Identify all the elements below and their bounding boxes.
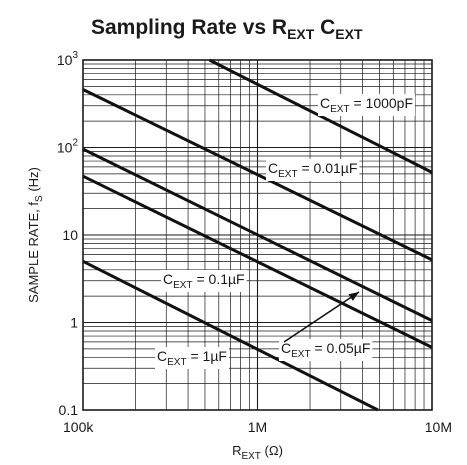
y-axis-label: SAMPLE RATE, fS (Hz) [26,167,45,303]
x-tick-label: 10M [425,419,452,435]
annotation-background [279,339,373,361]
series-annotations: CEXT = 1000pF CEXT = 0.01µF CEXT = 0.1µF CE… [155,94,416,369]
annotation-5: CEXT = 1µF [155,347,229,369]
y-tick-label: 103 [57,50,79,68]
annotation-background [318,94,416,116]
series-lines [82,58,433,412]
series-line-1 [208,58,433,174]
plot-frame [82,59,433,411]
annotation-arrow-line [283,291,360,343]
annotation-arrowhead [348,292,359,301]
annotation-background [266,159,360,181]
y-tick-label: 0.1 [59,402,79,418]
annotation-background [155,347,229,369]
chart-title: Sampling Rate vs REXT CEXT [91,16,363,42]
series-line-2 [82,88,433,262]
annotation-label: CEXT = 1µF [157,348,227,368]
annotation-3: CEXT = 0.1µF [161,270,247,292]
y-tick-label: 10 [62,227,78,243]
annotation-background [161,270,247,292]
annotation-4: CEXT = 0.05µF [279,291,373,361]
series-line-5 [82,260,379,412]
annotation-2: CEXT = 0.01µF [266,159,360,181]
series-line-4 [82,174,433,349]
series-line-3 [82,147,433,322]
annotation-label: CEXT = 0.1µF [163,271,245,291]
annotation-label: CEXT = 0.01µF [268,160,357,180]
x-axis-label: REXT (Ω) [232,443,283,462]
y-tick-label: 1 [70,315,78,331]
tick-labels: 100k 1M 10M 0.1 1 10 102 103 [57,50,452,435]
x-tick-label: 1M [248,419,267,435]
annotation-1: CEXT = 1000pF [318,94,416,116]
annotation-label: CEXT = 0.05µF [281,340,370,360]
annotation-label: CEXT = 1000pF [320,95,413,115]
x-tick-label: 100k [63,419,94,435]
y-tick-label: 102 [57,138,79,156]
